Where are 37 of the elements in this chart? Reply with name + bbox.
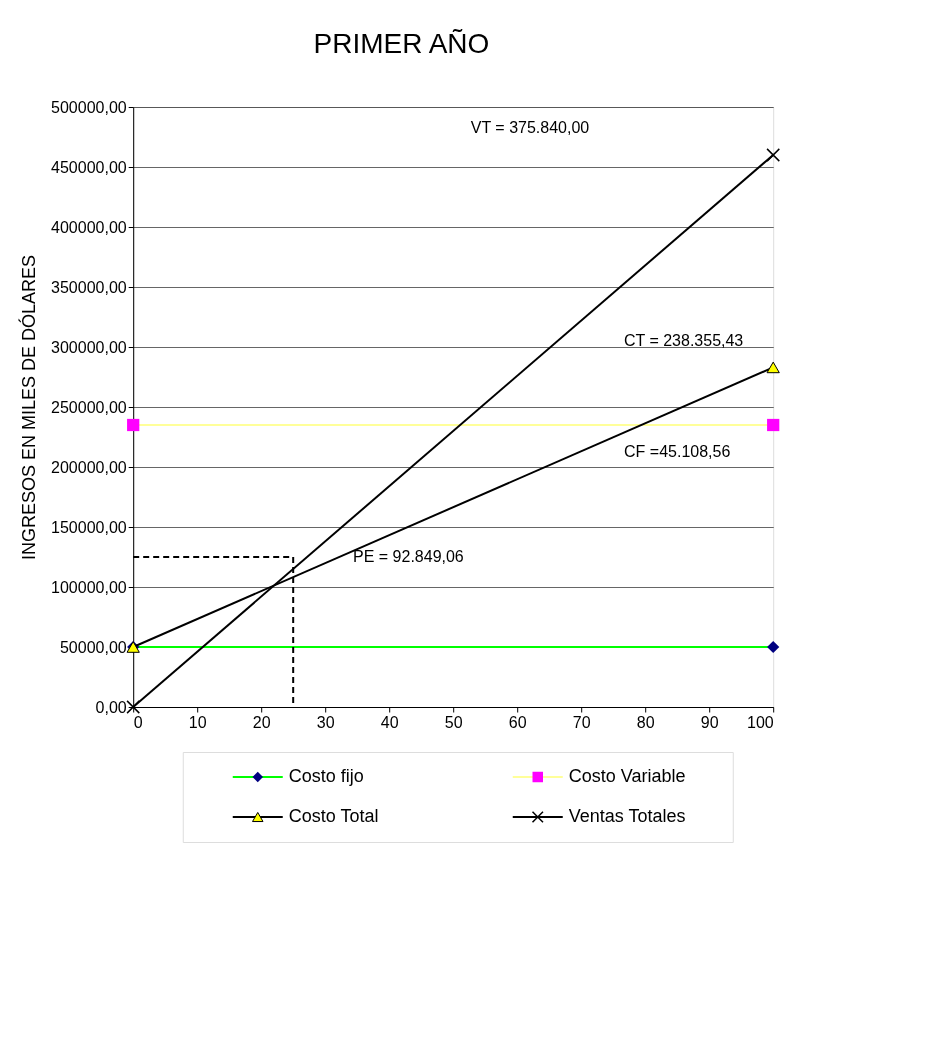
y-tick-label: 400000,00 [51,218,127,236]
x-tick-label: 40 [380,713,399,731]
y-tick-label: 0,00 [95,698,127,716]
y-tick-label: 150000,00 [51,518,127,536]
point [766,148,781,162]
annotation: CT = 238.355,43 [623,332,744,349]
x-tick-label: 60 [508,713,527,731]
x-tick-label: 30 [316,713,335,731]
annotation: PE = 92.849,06 [353,548,464,565]
point [126,700,141,714]
y-axis-title: INGRESOS EN MILES DE DÓLARES [18,254,40,561]
legend-label: Costo Variable [568,766,686,786]
x-tick-label: 10 [188,713,207,731]
legend-label: Costo Total [288,806,379,826]
y-tick-label: 50000,00 [59,638,127,656]
x-tick-label: 100 [746,713,774,731]
legend-label: Ventas Totales [568,806,686,826]
annotation: VT = 375.840,00 [470,119,590,136]
y-tick-label: 250000,00 [51,398,127,416]
y-tick-label: 200000,00 [51,458,127,476]
x-tick-label: 50 [444,713,463,731]
legend-label: Costo fijo [288,766,364,786]
point [767,418,780,432]
y-tick-label: 300000,00 [51,338,127,356]
x-tick-label: 90 [700,713,719,731]
y-tick-label: 100000,00 [51,578,127,596]
y-tick-label: 450000,00 [51,158,127,176]
chart-title: PRIMER AÑO [313,27,490,59]
x-tick-label: 20 [252,713,271,731]
x-tick-label: 80 [636,713,655,731]
y-tick-label: 500000,00 [51,98,127,116]
x-tick-label: 70 [572,713,591,731]
annotation: CF =45.108,56 [624,443,731,460]
point [767,640,780,654]
point [127,418,140,432]
x-tick-label: 0 [133,713,143,731]
y-tick-label: 350000,00 [51,278,127,296]
